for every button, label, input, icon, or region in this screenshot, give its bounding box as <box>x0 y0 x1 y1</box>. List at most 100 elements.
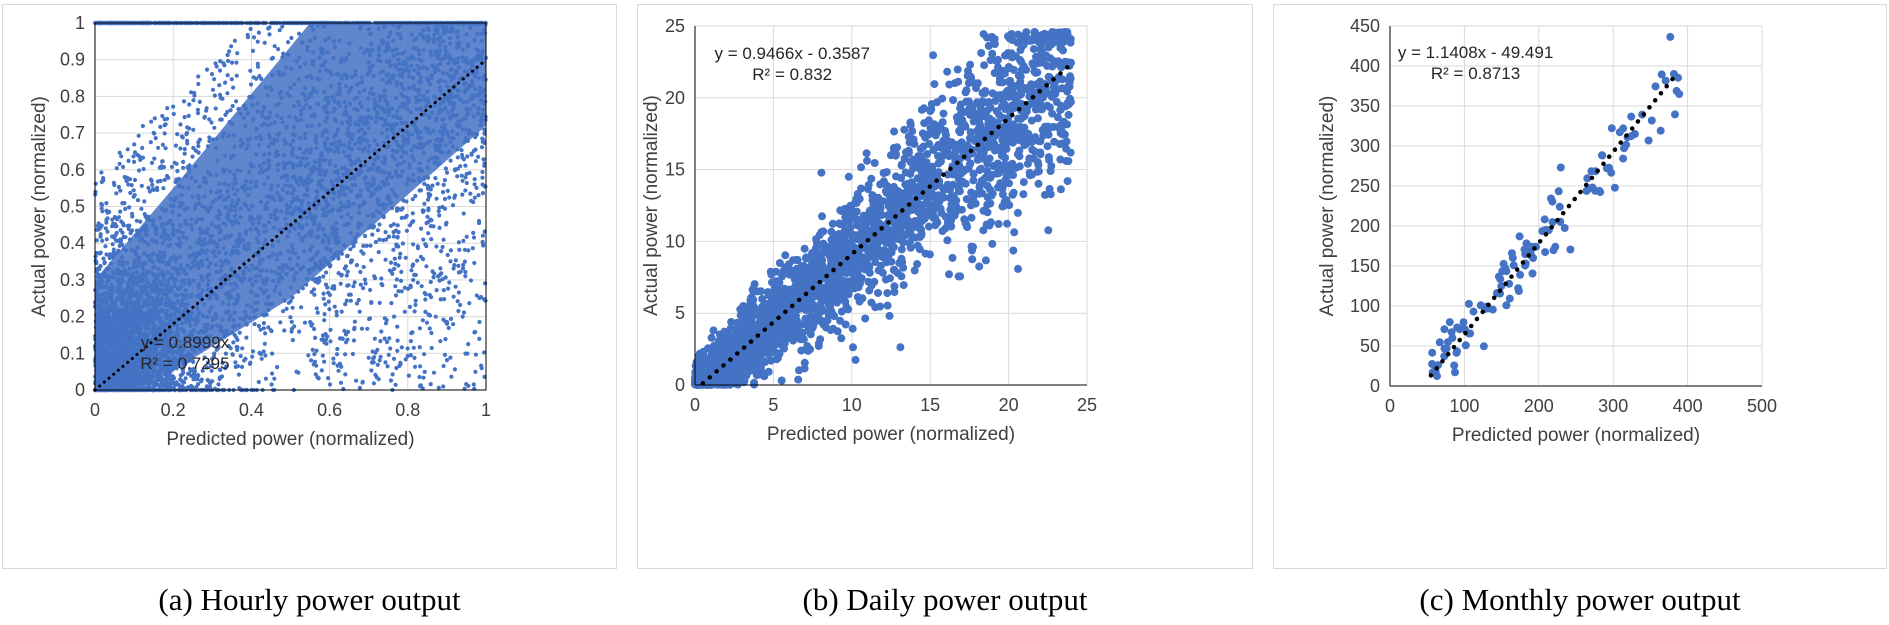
data-point <box>199 258 204 263</box>
data-point <box>414 97 420 103</box>
data-point <box>195 341 200 346</box>
data-point <box>193 322 198 327</box>
data-point <box>146 338 151 343</box>
data-point <box>118 209 123 214</box>
data-point <box>255 109 260 114</box>
data-point <box>137 374 142 379</box>
data-point <box>419 284 424 289</box>
data-point <box>399 82 404 87</box>
data-point <box>312 159 317 164</box>
data-point <box>159 206 164 211</box>
data-point <box>97 251 102 256</box>
data-point <box>412 309 417 314</box>
data-point <box>447 36 453 41</box>
data-point <box>268 110 273 115</box>
data-point <box>269 329 274 334</box>
data-point <box>203 336 208 342</box>
data-point <box>332 304 337 309</box>
data-point <box>286 52 291 57</box>
data-point <box>482 350 487 355</box>
data-point <box>284 306 289 311</box>
data-point <box>177 204 182 209</box>
data-point <box>370 63 375 68</box>
data-point <box>369 86 374 91</box>
data-point <box>289 66 294 71</box>
data-point <box>125 369 130 374</box>
data-point <box>312 292 317 297</box>
data-point <box>436 38 441 43</box>
data-point <box>479 31 484 36</box>
data-point <box>171 111 176 117</box>
data-point <box>297 103 302 108</box>
data-point <box>430 183 435 188</box>
data-point <box>428 224 433 229</box>
data-point <box>445 84 450 89</box>
data-point <box>202 176 207 181</box>
data-point <box>285 234 290 239</box>
data-point <box>393 63 398 68</box>
data-point <box>188 354 193 359</box>
data-point <box>428 49 433 54</box>
data-point <box>223 351 228 356</box>
data-point <box>344 75 349 80</box>
data-point <box>171 254 176 260</box>
data-point <box>390 372 395 377</box>
data-point <box>223 251 228 256</box>
data-point <box>413 302 418 307</box>
data-point <box>337 92 342 97</box>
data-point <box>417 31 423 36</box>
data-point <box>378 170 383 175</box>
data-point <box>275 365 280 370</box>
data-point <box>186 113 191 118</box>
data-point <box>207 309 212 314</box>
data-point <box>425 103 430 108</box>
data-point <box>147 189 152 194</box>
data-point <box>353 239 358 244</box>
data-point <box>117 150 122 155</box>
data-point <box>321 274 326 279</box>
data-point <box>199 243 204 248</box>
data-point <box>231 340 236 345</box>
data-point <box>139 183 144 188</box>
data-point <box>451 294 456 299</box>
data-point <box>227 317 232 322</box>
data-point <box>394 277 399 282</box>
data-point <box>212 93 217 98</box>
data-point <box>331 356 336 361</box>
data-point <box>449 25 454 30</box>
data-point <box>185 141 190 146</box>
data-point <box>251 35 257 40</box>
data-point <box>153 136 158 141</box>
data-point <box>175 337 180 342</box>
data-point <box>322 359 327 364</box>
data-point <box>203 205 208 210</box>
data-point <box>105 229 110 234</box>
data-point <box>349 85 354 90</box>
data-point <box>232 172 237 177</box>
data-point <box>238 353 243 359</box>
data-point <box>176 236 181 241</box>
data-point <box>252 314 257 319</box>
data-point <box>232 250 237 255</box>
data-point <box>357 385 362 390</box>
data-point <box>411 143 416 148</box>
data-point <box>318 258 323 263</box>
data-point <box>257 170 262 175</box>
data-point <box>179 320 184 325</box>
data-point <box>368 287 373 293</box>
data-point <box>474 185 479 190</box>
data-point <box>162 254 167 259</box>
data-point <box>157 315 162 320</box>
data-point <box>246 207 251 212</box>
data-point <box>256 220 261 226</box>
data-point <box>238 316 243 321</box>
data-point <box>96 285 101 290</box>
data-point <box>395 51 400 56</box>
data-point <box>270 279 276 284</box>
data-point <box>411 83 416 88</box>
data-point <box>248 26 253 32</box>
data-point <box>209 286 214 292</box>
data-point <box>189 90 194 95</box>
data-point <box>162 131 167 136</box>
data-point <box>218 228 223 234</box>
